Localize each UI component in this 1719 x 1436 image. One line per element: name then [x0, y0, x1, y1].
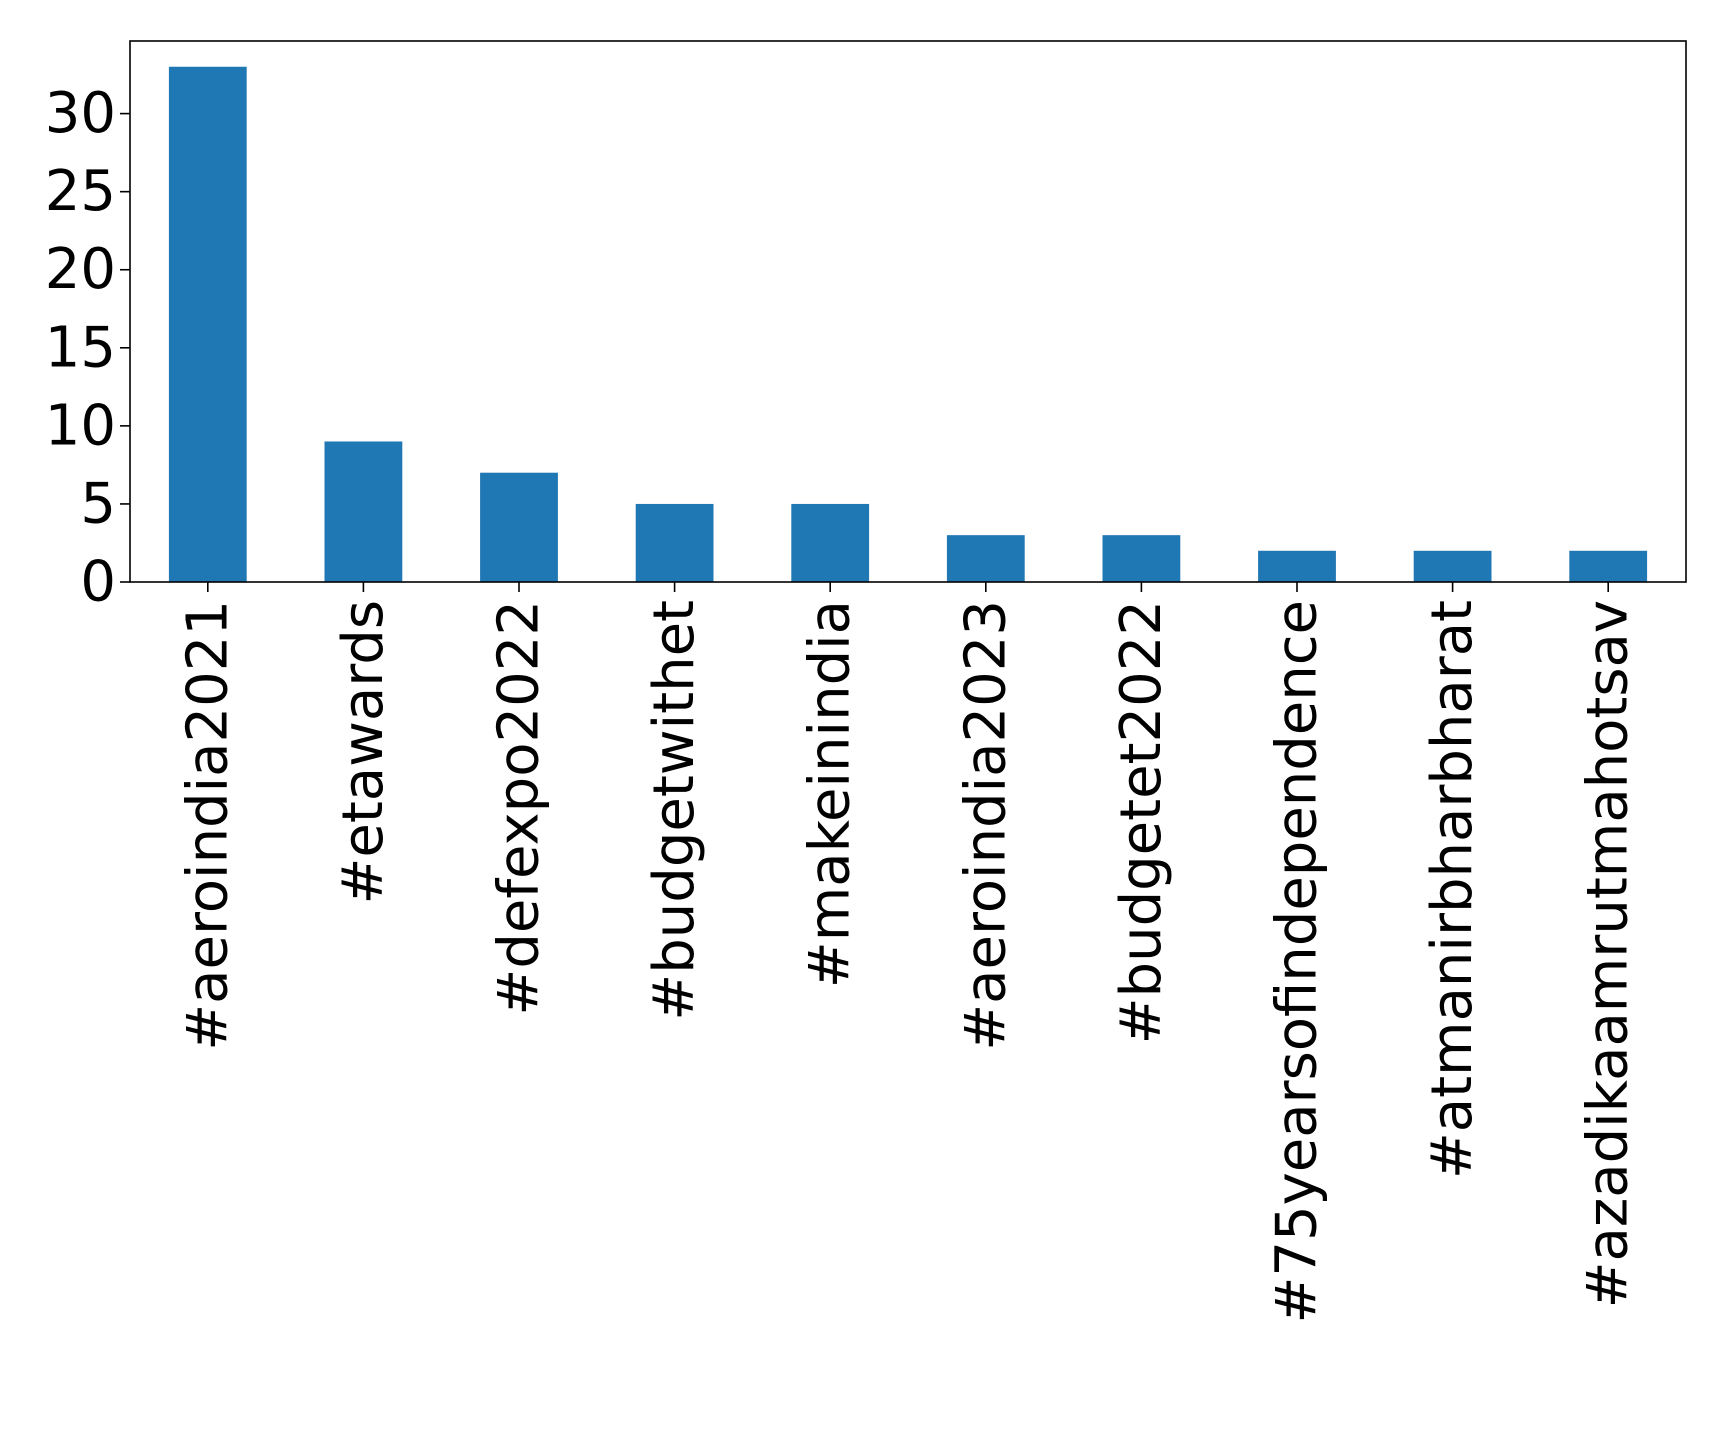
y-tick-label: 15 [45, 315, 116, 380]
y-tick-label: 30 [45, 81, 116, 146]
x-tick-label: #makeinindia [798, 600, 863, 988]
y-tick-label: 10 [45, 393, 116, 458]
x-tick-label: #aeroindia2023 [953, 600, 1018, 1051]
bar-aeroindia2023 [946, 535, 1025, 582]
bar-makeinindia [791, 503, 870, 582]
bar-defexpo2022 [480, 472, 558, 582]
x-tick-label: #etawards [331, 600, 396, 905]
bar-budgetet2022 [1102, 535, 1181, 582]
y-tick-label: 20 [45, 237, 116, 302]
bar-atmanirbharbharat [1413, 550, 1492, 582]
y-tick-label: 5 [80, 471, 116, 536]
bar-budgetwithet [635, 503, 714, 582]
x-tick-label: #75yearsofindependence [1265, 600, 1330, 1324]
bar-azadikaamrutmahotsav [1569, 550, 1648, 582]
bar-aeroindia2021 [168, 66, 247, 582]
x-tick-label: #azadikaamrutmahotsav [1576, 600, 1641, 1308]
y-tick-label: 25 [45, 159, 116, 224]
x-tick-label: #budgetwithet [642, 600, 707, 1021]
plot-frame [129, 40, 1687, 583]
bar-75yearsofindependence [1258, 550, 1336, 582]
y-tick-label: 0 [80, 550, 116, 615]
x-tick-label: #budgetet2022 [1109, 600, 1174, 1044]
x-tick-label: #atmanirbharbharat [1420, 600, 1485, 1179]
x-tick-label: #aeroindia2021 [175, 600, 240, 1051]
x-axis: #aeroindia2021 #etawards #defexpo2022 #budg… [175, 582, 1641, 1324]
y-axis: 0 5 10 15 20 25 30 [45, 81, 130, 615]
x-tick-label: #defexpo2022 [487, 600, 552, 1016]
bars-group [168, 66, 1648, 582]
bar-etawards [324, 441, 403, 582]
